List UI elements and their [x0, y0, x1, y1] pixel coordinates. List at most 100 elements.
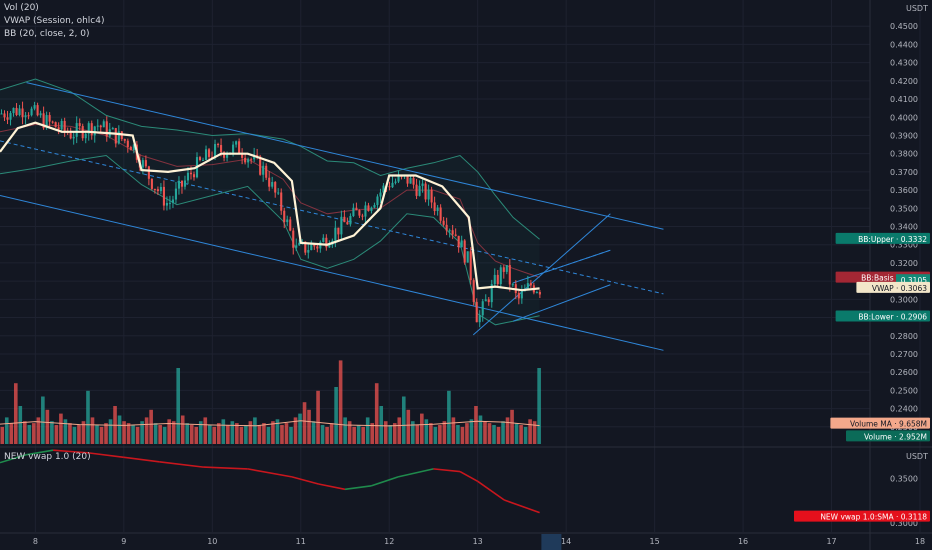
candle-body	[337, 227, 340, 235]
candle-body	[0, 113, 3, 115]
volume-bar	[474, 406, 478, 444]
price-tick-label: 0.4300	[890, 59, 918, 68]
candle-body	[12, 107, 15, 114]
candle-body	[250, 159, 253, 161]
legend-new-vwap[interactable]: NEW vwap 1.0 (20)	[4, 452, 91, 462]
time-tick-label: 13	[473, 537, 483, 546]
volume-bar	[496, 426, 501, 444]
candle-body	[189, 172, 193, 175]
candle-body	[358, 210, 361, 216]
candle-body	[192, 174, 196, 178]
candle-body	[304, 241, 307, 253]
volume-bar	[207, 425, 212, 444]
candle-body	[343, 216, 346, 223]
candle-body	[126, 140, 129, 147]
price-tick-label: 0.2700	[890, 350, 918, 359]
new-vwap-segment	[371, 476, 399, 487]
candle-body	[535, 291, 538, 293]
time-tick-label: 12	[384, 537, 394, 546]
new-vwap-segment	[88, 452, 124, 459]
candle-body	[478, 315, 481, 323]
volume-bar	[465, 423, 469, 444]
legend-bb[interactable]: BB (20, close, 2, 0)	[4, 29, 90, 39]
price-tick-label: 0.3000	[890, 295, 918, 304]
volume-bar	[388, 425, 393, 444]
candle-body	[280, 192, 283, 211]
candle-body	[204, 149, 208, 160]
new-vwap-segment	[433, 468, 461, 473]
legend-vwap[interactable]: VWAP (Session, ohlc4)	[4, 16, 105, 26]
candle-body	[355, 207, 358, 211]
candle-body	[3, 113, 6, 118]
candle-body	[286, 219, 289, 223]
candle-body	[424, 183, 427, 200]
candle-body	[265, 165, 268, 178]
volume-bar	[334, 387, 338, 444]
candle-body	[247, 159, 250, 163]
volume-bar	[198, 421, 203, 444]
candle-body	[217, 144, 220, 146]
new-vwap-segment	[203, 466, 248, 470]
volume-bar	[13, 383, 18, 444]
channel-line	[512, 284, 611, 322]
candle-body	[93, 126, 96, 136]
volume-bar	[41, 396, 45, 444]
currency-label-indicator: USDT	[906, 452, 928, 461]
candle-body	[283, 210, 286, 223]
candle-body	[144, 160, 147, 167]
badge-bg	[846, 430, 930, 442]
new-vwap-segment	[344, 484, 372, 491]
candle-body	[322, 237, 325, 242]
candle-body	[292, 230, 295, 248]
candle-body	[394, 181, 397, 183]
candle-body	[340, 216, 343, 235]
volume-bar	[275, 419, 280, 444]
candle-body	[132, 144, 135, 151]
candle-body	[268, 177, 271, 187]
badge-bb-lower: BB:Lower · 0.2906	[835, 310, 930, 322]
volume-bar	[0, 426, 5, 444]
volume-bar	[356, 425, 361, 444]
volume-bar	[383, 421, 388, 444]
candle-body	[27, 115, 30, 117]
volume-bar	[23, 421, 27, 444]
candle-body	[370, 207, 373, 212]
time-tick-label: 16	[738, 537, 748, 546]
candle-body	[171, 199, 174, 203]
candle-body	[529, 283, 532, 286]
candle-body	[117, 131, 120, 144]
badge-new-vwap-sma: NEW vwap 1.0:SMA · 0.3118	[794, 510, 930, 522]
candle-body	[409, 178, 412, 184]
volume-bar	[392, 423, 397, 444]
channel-midline-dashed	[512, 249, 611, 284]
indicator-tick-label: 0.3500	[890, 475, 918, 484]
candle-body	[60, 120, 63, 130]
candle-body	[472, 280, 475, 302]
badge-text: BB:Upper · 0.3332	[858, 235, 927, 244]
candle-body	[33, 105, 36, 109]
volume-bar	[248, 421, 253, 444]
new-vwap-segment	[291, 476, 319, 485]
candle-body	[454, 234, 457, 236]
volume-bar	[420, 413, 424, 444]
volume-bar	[108, 419, 113, 444]
candle-body	[244, 157, 247, 163]
legend-vol[interactable]: Vol (20)	[4, 3, 39, 13]
candle-body	[162, 186, 165, 206]
candle-body	[15, 107, 18, 116]
candle-body	[63, 120, 66, 131]
volume-bar	[352, 426, 356, 444]
candle-body	[114, 128, 117, 144]
candle-body	[123, 139, 126, 141]
price-axis: 0.4500 0.4400 0.4300 0.4200 0.4100 0.4000 0.39…	[890, 22, 918, 528]
candle-body	[313, 244, 316, 247]
channel-line	[26, 82, 664, 230]
price-tick-label: 0.3700	[890, 168, 918, 177]
volume-bar	[284, 423, 289, 444]
volume-bar	[307, 409, 311, 444]
candle-body	[24, 115, 27, 118]
candle-body	[223, 152, 226, 158]
candle-body	[505, 265, 508, 272]
candle-body	[159, 186, 162, 192]
